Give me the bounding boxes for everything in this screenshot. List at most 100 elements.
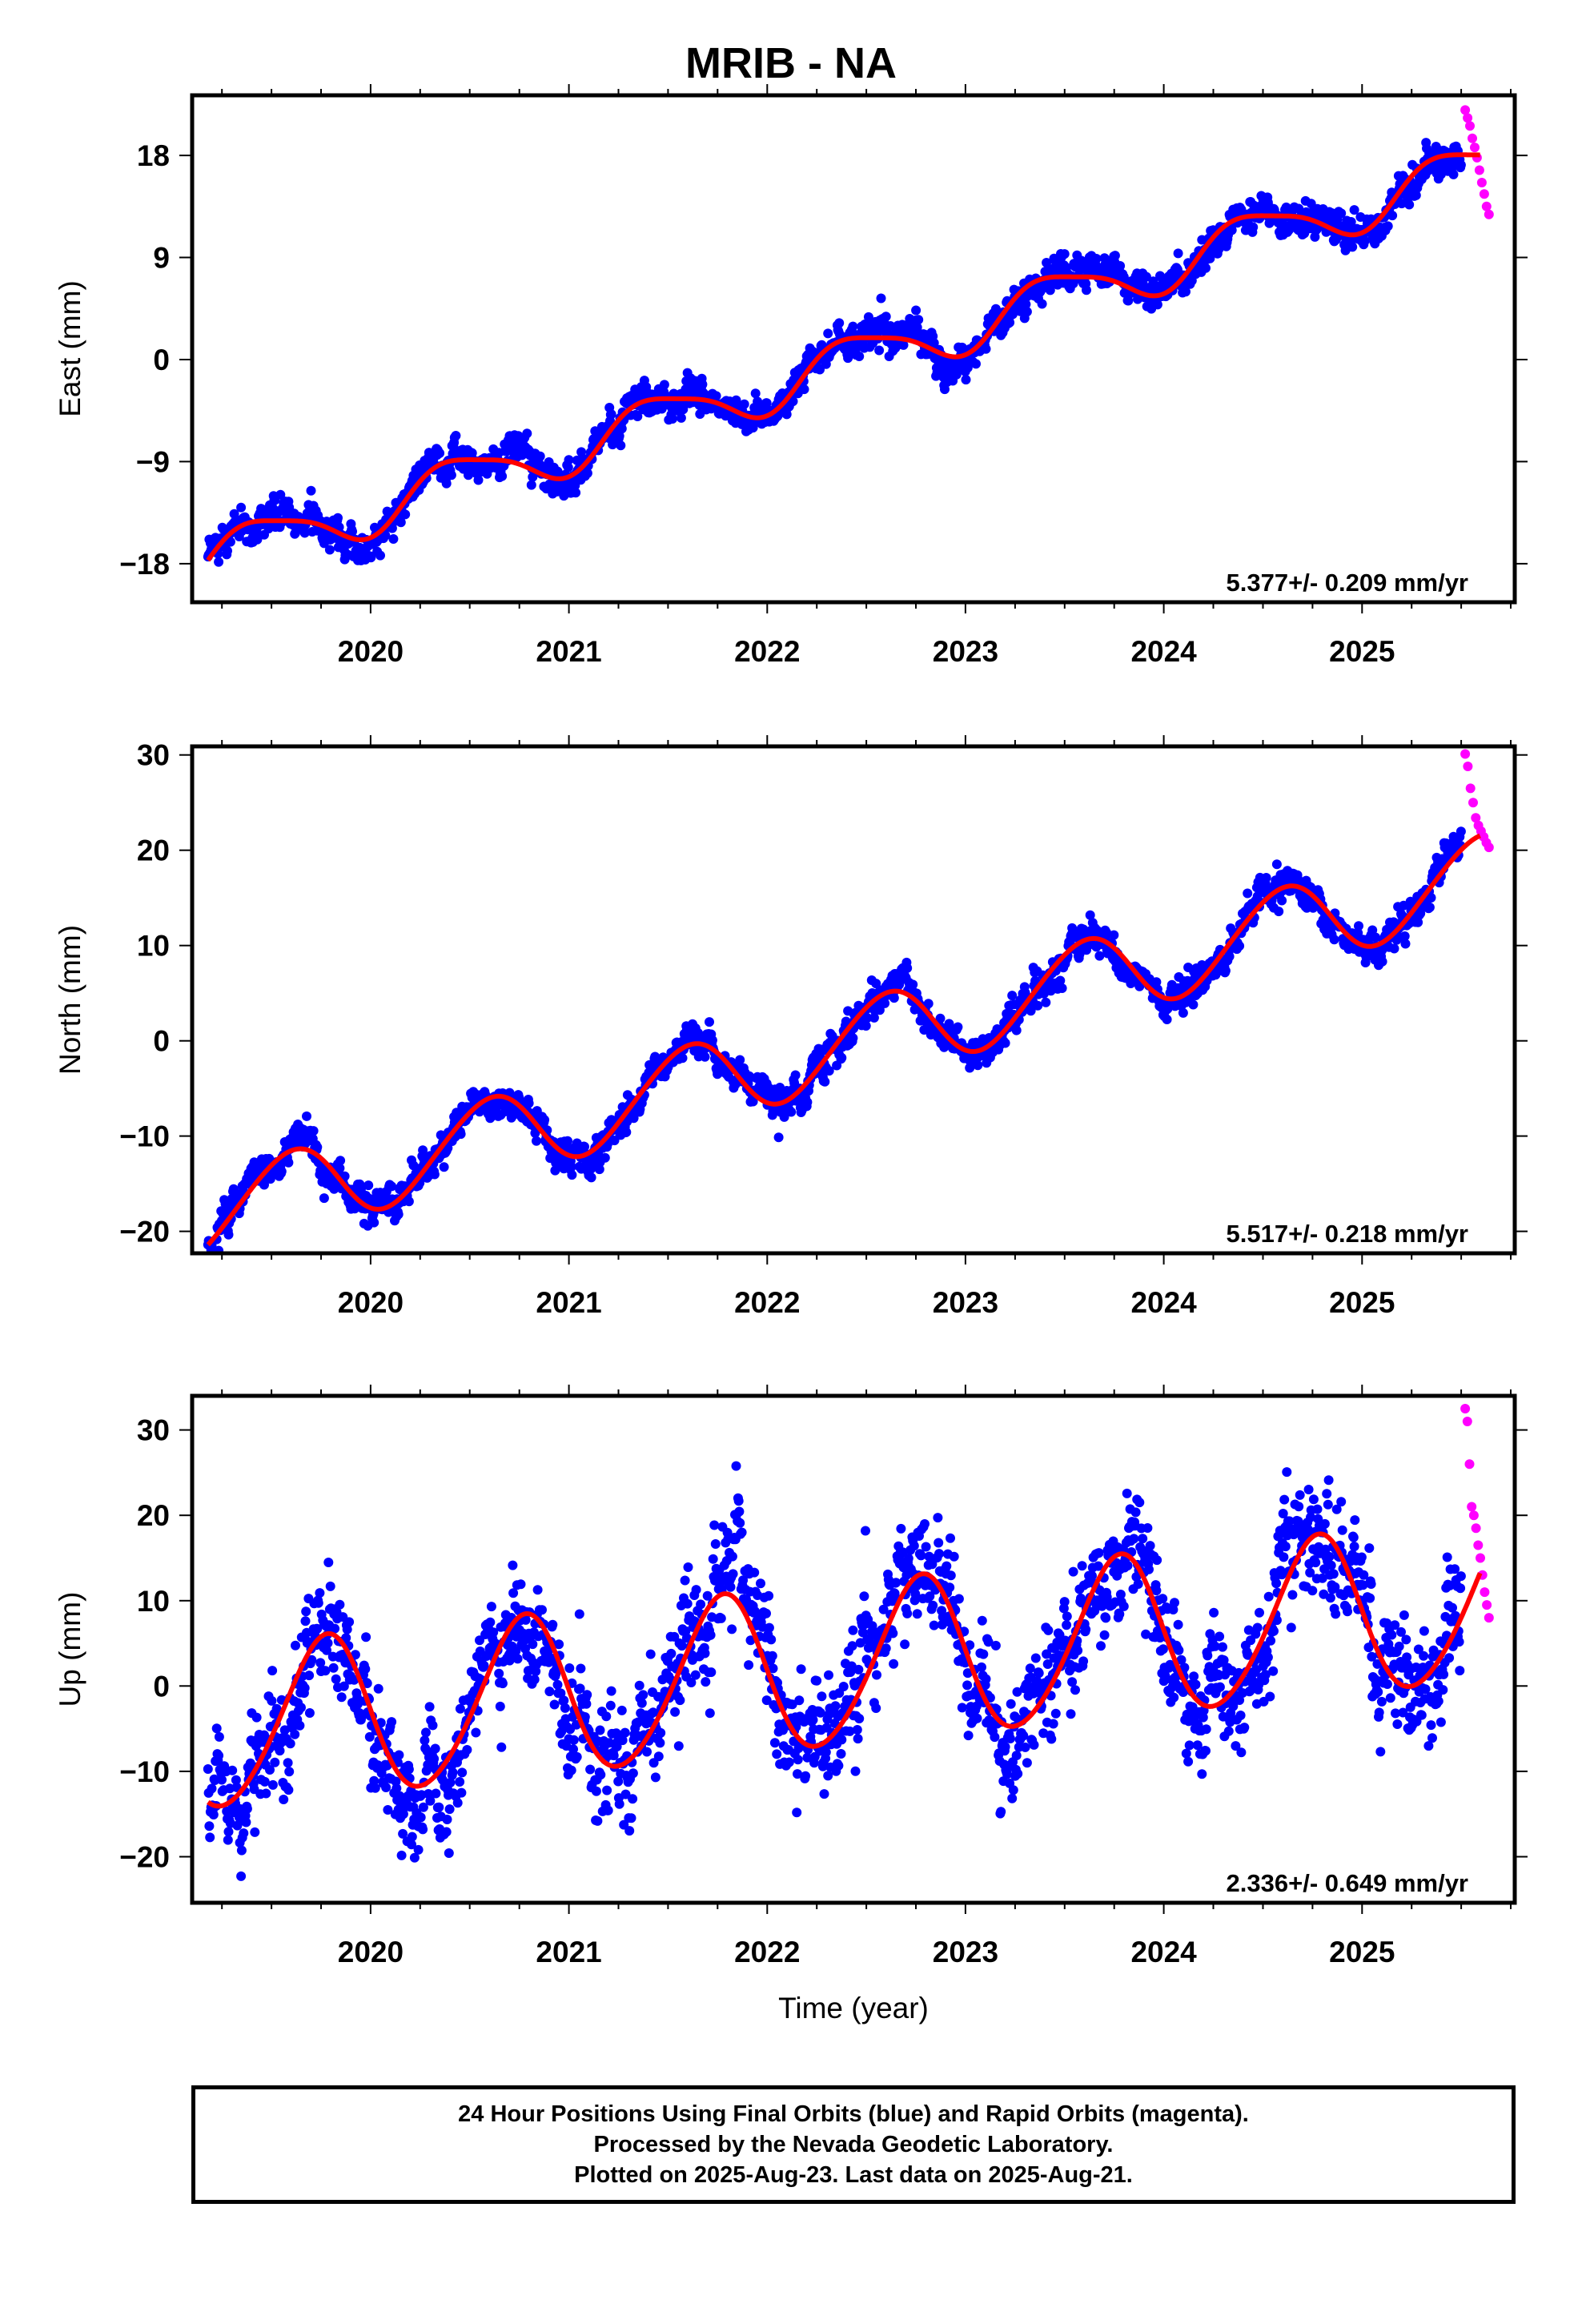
data-point-final: [455, 1703, 465, 1714]
data-point-final: [434, 1802, 444, 1812]
data-point-final: [908, 979, 918, 990]
y-tick-label: −20: [119, 1216, 170, 1248]
data-point-final: [211, 1723, 222, 1734]
data-point-final: [602, 1785, 612, 1795]
data-point-final: [1220, 966, 1231, 976]
data-point-final: [537, 1605, 547, 1615]
data-point-rapid: [1479, 189, 1489, 199]
data-point-final: [653, 1751, 664, 1762]
data-point-final: [634, 1680, 644, 1691]
data-point-final: [848, 1033, 858, 1043]
data-point-final: [204, 1821, 215, 1831]
data-point-final: [270, 1757, 280, 1767]
data-point-final: [591, 1786, 601, 1796]
data-point-final: [735, 1055, 745, 1065]
data-point-final: [677, 1053, 688, 1063]
data-point-final: [1271, 859, 1282, 870]
data-point-final: [592, 1815, 603, 1826]
data-point-final: [418, 1824, 428, 1835]
plot-area: [203, 105, 1494, 567]
data-point-final: [594, 1164, 604, 1175]
data-point-final: [567, 1170, 577, 1180]
data-point-final: [387, 1717, 397, 1727]
data-point-final: [522, 428, 532, 439]
x-axis-ticks: [221, 84, 1512, 613]
data-point-final: [603, 1805, 613, 1815]
data-point-final: [508, 1560, 518, 1570]
data-point-rapid: [1460, 105, 1471, 115]
y-tick-label: −10: [119, 1120, 170, 1153]
y-tick-label: 9: [153, 242, 170, 275]
data-point-final: [284, 1767, 295, 1777]
y-tick-label: 30: [137, 739, 170, 772]
data-point-final: [335, 1163, 345, 1173]
x-tick-label: 2022: [734, 1286, 800, 1319]
data-point-final: [961, 375, 971, 385]
data-point-final: [675, 1695, 685, 1706]
data-point-final: [393, 1209, 404, 1220]
data-point-final: [497, 1679, 508, 1689]
data-point-final: [208, 1810, 219, 1819]
data-point-final: [1173, 248, 1183, 259]
data-point-final: [881, 312, 891, 322]
data-point-final: [628, 1768, 638, 1779]
data-point-final: [276, 1166, 287, 1176]
data-point-rapid: [1468, 798, 1478, 808]
data-point-final: [1205, 253, 1215, 263]
data-point-final: [486, 1602, 496, 1612]
data-point-final: [1411, 190, 1421, 200]
data-point-final: [387, 1181, 397, 1192]
data-point-final: [301, 1606, 311, 1617]
data-point-rapid: [1484, 842, 1494, 853]
data-point-final: [1349, 205, 1359, 215]
data-point-final: [802, 1097, 813, 1108]
data-point-final: [1201, 263, 1211, 273]
data-point-final: [435, 448, 445, 458]
data-point-final: [441, 1827, 452, 1837]
data-point-final: [817, 340, 827, 350]
data-point-final: [312, 1142, 323, 1152]
data-point-final: [1243, 888, 1253, 899]
data-point-final: [680, 1575, 690, 1586]
data-point-final: [1387, 211, 1398, 221]
data-point-final: [616, 440, 626, 451]
data-point-final: [495, 1701, 505, 1711]
data-point-final: [1123, 296, 1134, 306]
data-point-final: [549, 1699, 560, 1710]
data-point-final: [874, 345, 885, 356]
data-point-final: [1021, 300, 1031, 309]
data-point-final: [456, 1129, 466, 1140]
data-point-final: [456, 1787, 467, 1798]
data-point-final: [300, 1616, 311, 1626]
plot-frame: [190, 93, 1517, 605]
data-point-final: [250, 1827, 260, 1837]
data-point-rapid: [1465, 121, 1475, 131]
data-point-final: [418, 1145, 428, 1156]
data-point-final: [203, 1764, 213, 1774]
data-point-final: [586, 1172, 596, 1183]
data-point-rapid: [1476, 178, 1487, 187]
data-point-final: [205, 1256, 215, 1265]
data-point-final: [1005, 317, 1015, 328]
data-point-final: [407, 1831, 417, 1842]
data-point-final: [227, 1765, 238, 1775]
data-point-final: [863, 312, 873, 322]
data-point-rapid: [1481, 201, 1492, 211]
data-point-final: [1336, 208, 1347, 219]
data-point-final: [396, 517, 406, 528]
data-point-final: [473, 475, 484, 485]
velocity-label: 5.377+/- 0.209 mm/yr: [1227, 569, 1468, 597]
y-axis-label: North (mm): [54, 925, 86, 1075]
data-point-final: [790, 1070, 801, 1080]
data-point-final: [206, 1256, 215, 1266]
data-point-final: [1007, 991, 1018, 1001]
plot-area: [203, 1404, 1494, 1881]
data-point-final: [299, 1683, 310, 1693]
data-point-final: [236, 502, 247, 513]
data-point-final: [1011, 1025, 1022, 1035]
y-tick-label: 0: [153, 344, 170, 376]
data-point-final: [563, 462, 573, 472]
data-point-final: [313, 1598, 323, 1608]
data-point-final: [834, 318, 845, 328]
